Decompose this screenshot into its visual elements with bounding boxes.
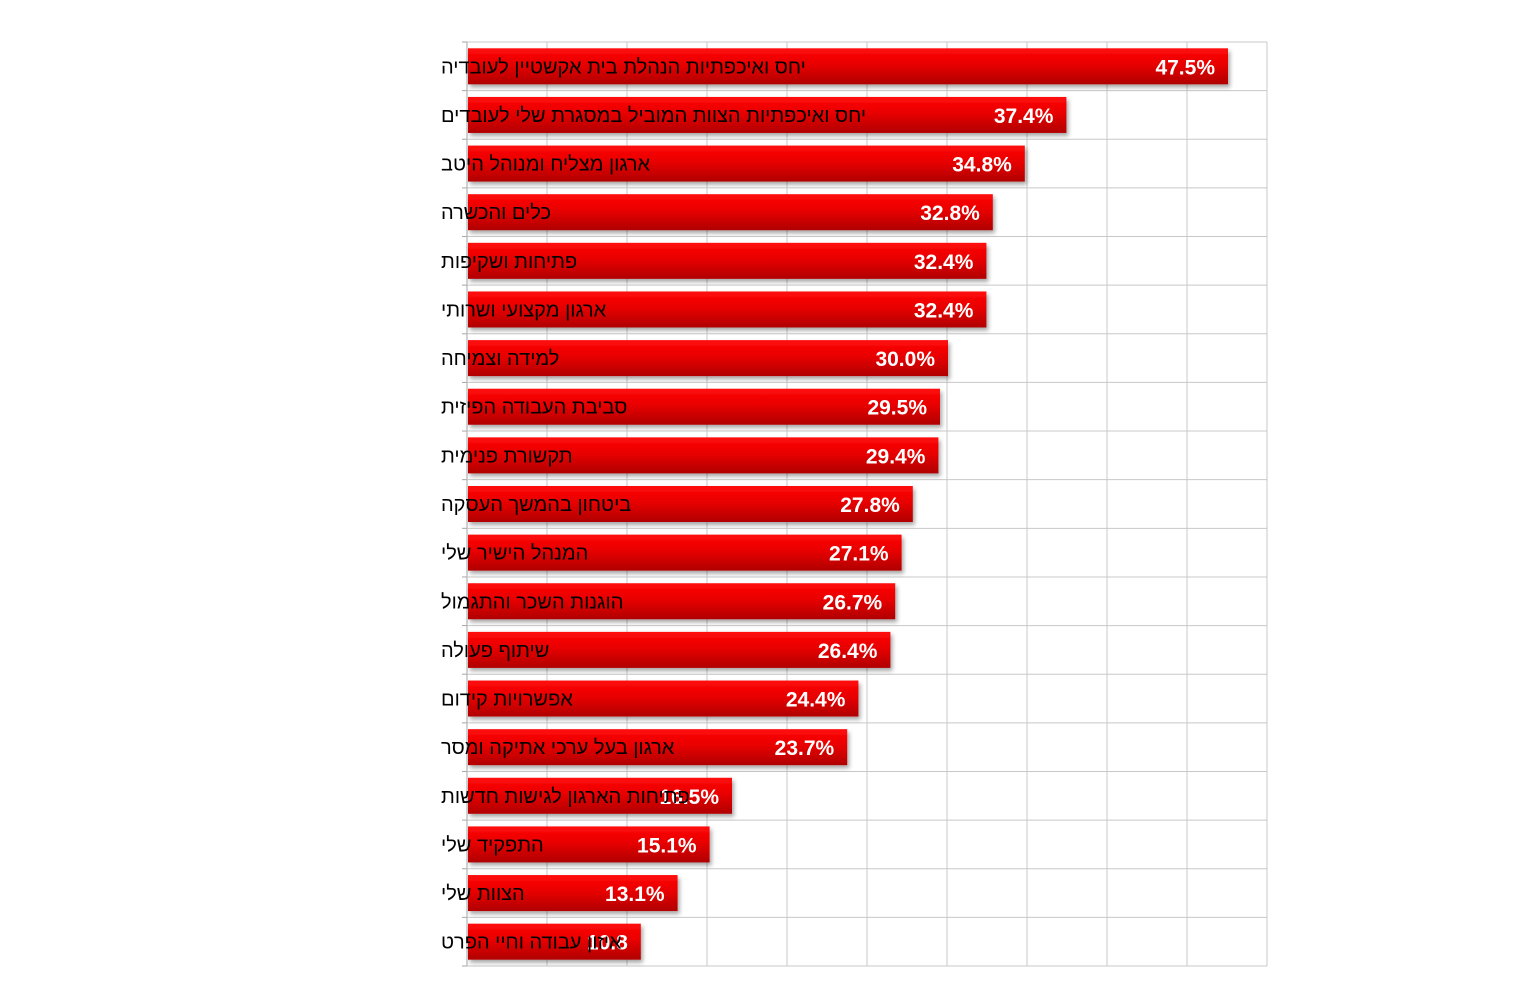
bar — [468, 388, 940, 425]
bars-layer — [468, 48, 1228, 960]
bar — [468, 680, 859, 717]
bar-value-label: 32.4% — [914, 251, 974, 274]
bar — [468, 145, 1025, 182]
bar-value-label: 16.5% — [659, 786, 719, 809]
bar — [468, 777, 732, 814]
category-label: אפשרויות קידום — [441, 689, 573, 711]
category-label: שיתוף פעולה — [441, 640, 549, 662]
category-label: יחס ואיכפתיות הצוות המוביל במסגרת שלי לע… — [441, 105, 866, 127]
category-label: תקשורת פנימית — [441, 445, 573, 467]
bar-value-label: 29.5% — [867, 397, 927, 420]
category-label: פתיחות הארגון לגישות חדשות — [441, 786, 690, 808]
bar-value-label: 27.1% — [829, 543, 889, 566]
category-label: פתיחות ושקיפות — [441, 251, 577, 273]
category-label: הוגנות השכר והתגמול — [441, 591, 623, 613]
category-label: המנהל הישיר שלי — [441, 543, 588, 565]
bar-value-label: 10.8 — [587, 932, 628, 955]
labels-layer: 47.5% יחס ואיכפתיות הנהלת בית אקשטיין לעו… — [441, 56, 1215, 954]
bar — [468, 875, 678, 912]
bar — [468, 96, 1067, 133]
bar — [468, 923, 641, 960]
bar-value-label: 26.4% — [818, 640, 878, 663]
bar-value-label: 27.8% — [840, 494, 900, 517]
bar — [468, 729, 848, 766]
bar-value-label: 23.7% — [775, 737, 835, 760]
bar — [468, 583, 896, 620]
category-label: כלים והכשרה — [441, 202, 551, 224]
bar — [468, 242, 987, 279]
category-label: התפקיד שלי — [441, 834, 544, 856]
bar-value-label: 34.8% — [952, 154, 1012, 177]
category-label: יחס ואיכפתיות הנהלת בית אקשטיין לעובדיה — [441, 56, 806, 78]
bar — [468, 826, 710, 863]
category-label: איזון עבודה וחיי הפרט — [441, 932, 622, 954]
bar — [468, 194, 993, 231]
bar-value-label: 13.1% — [605, 883, 665, 906]
bar — [468, 48, 1228, 85]
category-label: ארגון מצליח ומנוהל היטב — [441, 154, 650, 176]
bar — [468, 340, 948, 377]
bar-value-label: 32.4% — [914, 299, 974, 322]
category-label: למידה וצמיחה — [441, 348, 559, 370]
bar-value-label: 15.1% — [637, 834, 697, 857]
category-label: סביבת העבודה הפיזית — [441, 397, 627, 419]
bar-value-label: 30.0% — [875, 348, 935, 371]
category-label: ארגון מקצועי ושרותי — [441, 299, 607, 321]
bar-value-label: 37.4% — [994, 105, 1054, 128]
bar-value-label: 24.4% — [786, 689, 846, 712]
bar — [468, 486, 913, 522]
bar — [468, 291, 987, 328]
bar-value-label: 29.4% — [866, 445, 926, 468]
bar — [468, 437, 939, 474]
category-label: ביטחון בהמשך העסקה — [441, 494, 631, 516]
category-label: ארגון בעל ערכי אתיקה ומסר — [441, 737, 675, 759]
bar-value-label: 32.8% — [920, 202, 980, 225]
category-label: הצוות שלי — [441, 883, 525, 905]
bar — [468, 534, 902, 571]
bar-value-label: 26.7% — [823, 591, 883, 614]
bar — [468, 631, 891, 668]
bar-value-label: 47.5% — [1155, 56, 1215, 79]
